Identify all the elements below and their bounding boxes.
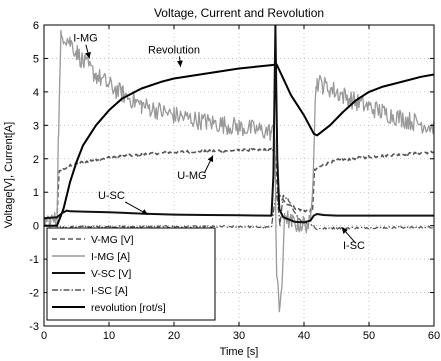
y-tick-label: 0: [33, 221, 39, 233]
annotation-label: U-SC: [98, 190, 125, 202]
annotations: I-MG Revolution U-MG U-SC I-SC: [73, 33, 365, 252]
y-tick-label: 6: [33, 20, 39, 32]
annotation-label: I-MG: [73, 33, 97, 45]
x-tick-label: 50: [363, 330, 375, 342]
y-tick-label: 1: [33, 187, 39, 199]
chart-title: Voltage, Current and Revolution: [154, 6, 324, 20]
tick-layer: 0 10 20 30 40 50 60 -3 -2 -1 0 1 2 3 4 5 6: [29, 20, 440, 342]
y-tick-label: 2: [33, 154, 39, 166]
y-tick-label: -2: [29, 288, 39, 300]
legend-label: I-MG [A]: [91, 251, 130, 263]
series-line-v-mg-v: [44, 147, 434, 221]
series-line-i-sc-a: [44, 191, 434, 231]
annotation-arrowhead: [207, 155, 214, 163]
legend-label: V-SC [V]: [91, 268, 131, 280]
annotation-arrowhead: [85, 51, 91, 59]
y-tick-label: -1: [29, 254, 39, 266]
annotation-label: I-SC: [343, 240, 365, 252]
legend-label: I-SC [A]: [91, 285, 128, 297]
series-layer: [44, 25, 434, 313]
y-axis-label: Voltage[V], Current[A]: [3, 122, 15, 228]
series-line-i-mg-a: [44, 29, 434, 313]
annotation-label: U-MG: [177, 170, 206, 182]
y-tick-label: -3: [29, 321, 39, 333]
annotation-arrowhead: [141, 209, 148, 215]
x-axis-label: Time [s]: [220, 346, 259, 358]
x-tick-label: 20: [168, 330, 180, 342]
series-line-revolution-rot-s: [44, 63, 434, 227]
series-line-v-sc-v: [44, 25, 434, 224]
legend-label: V-MG [V]: [91, 234, 134, 246]
x-tick-label: 40: [298, 330, 310, 342]
x-tick-label: 10: [103, 330, 115, 342]
legend-label: revolution [rot/s]: [91, 302, 166, 314]
x-tick-label: 30: [233, 330, 245, 342]
y-tick-label: 3: [33, 120, 39, 132]
y-tick-label: 5: [33, 53, 39, 65]
y-tick-label: 4: [33, 87, 39, 99]
annotation-arrowhead: [176, 60, 183, 67]
x-tick-label: 60: [428, 330, 440, 342]
legend: V-MG [V] I-MG [A] V-SC [V] I-SC [A] revoluti…: [46, 227, 216, 321]
x-tick-label: 0: [41, 330, 47, 342]
annotation-arrowhead: [341, 227, 348, 234]
annotation-label: Revolution: [148, 44, 200, 56]
